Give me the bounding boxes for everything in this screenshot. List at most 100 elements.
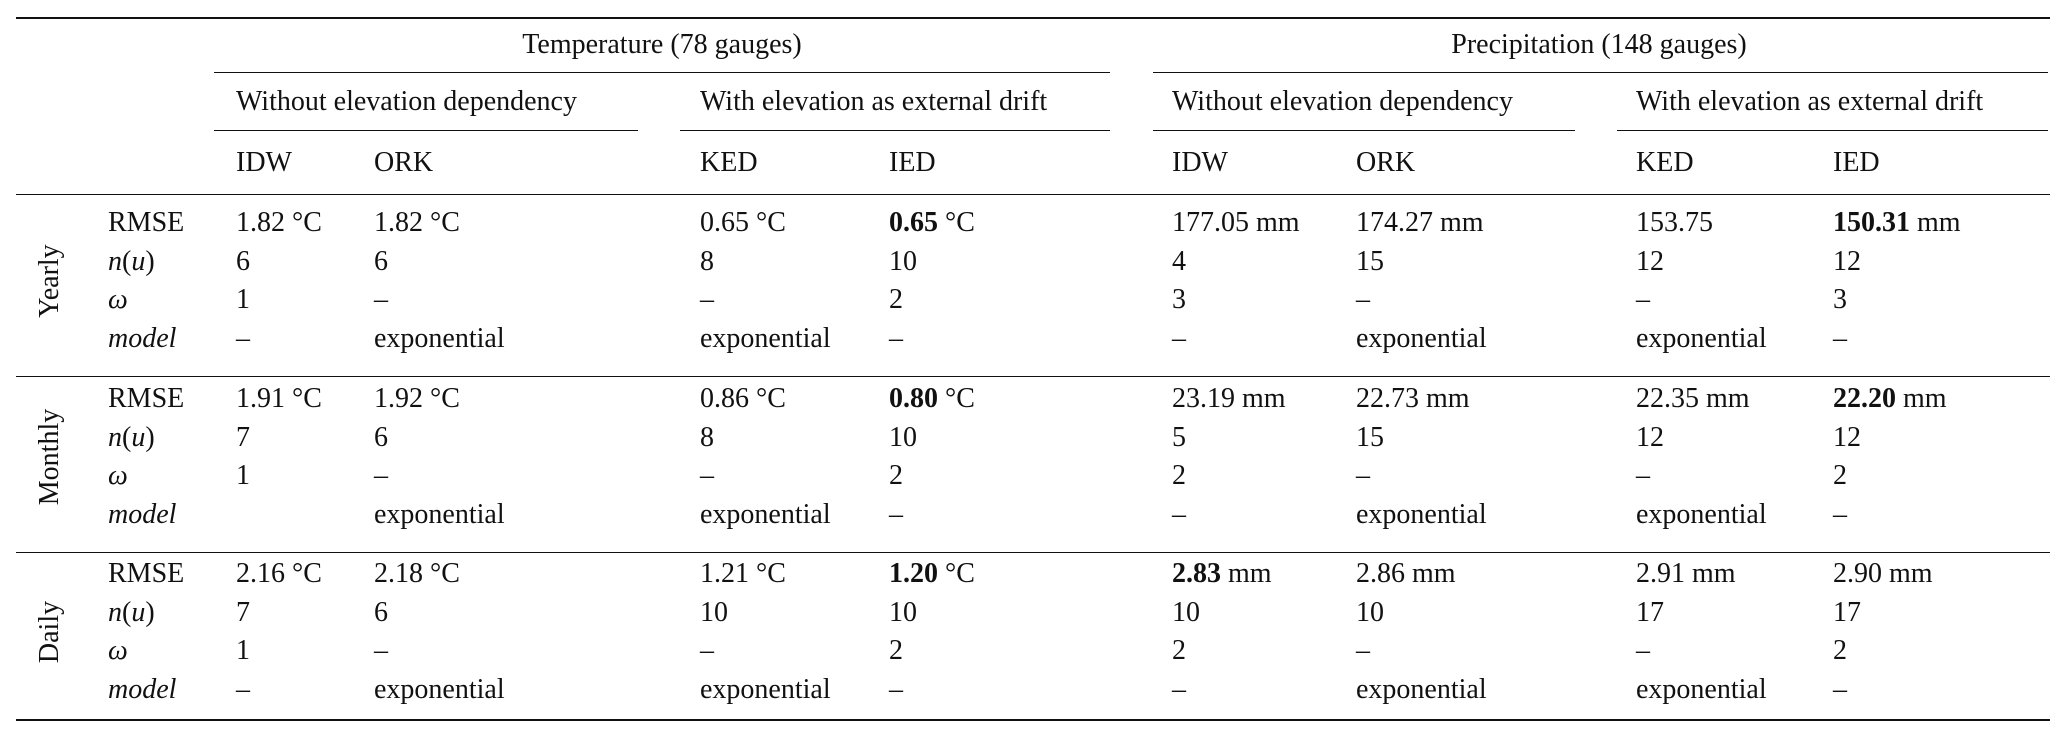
- cell-value: 2.16: [236, 558, 285, 589]
- cell-unit: °C: [423, 383, 460, 414]
- table-cell: exponential: [700, 673, 831, 707]
- table-cell: –: [1356, 459, 1370, 493]
- row-label: n(u): [108, 421, 155, 453]
- cell-value: 12: [1833, 245, 1861, 277]
- table-cell: exponential: [1356, 322, 1487, 356]
- cell-value: 10: [889, 596, 917, 628]
- group-header: Temperature (78 gauges): [522, 29, 802, 60]
- cell-value: exponential: [1356, 322, 1487, 354]
- table-cell: –: [374, 283, 388, 317]
- cell-value: 7: [236, 596, 250, 628]
- table-cell: 8: [700, 421, 714, 455]
- table-cell: 177.05 mm: [1172, 206, 1300, 240]
- cell-value: 6: [236, 245, 250, 277]
- table-cell: 1: [236, 459, 250, 493]
- table-cell: 2: [889, 283, 903, 317]
- cell-unit: mm: [1699, 383, 1750, 414]
- cell-unit: mm: [1685, 558, 1736, 589]
- cell-unit: °C: [285, 207, 322, 238]
- cell-value: exponential: [1636, 322, 1767, 354]
- table-cell: 15: [1356, 245, 1384, 279]
- table-cell: –: [889, 673, 903, 707]
- cell-value: 1.92: [374, 383, 423, 414]
- table-cell: 12: [1636, 421, 1664, 455]
- cell-value: 1.82: [374, 207, 423, 238]
- table-cell: 22.20 mm: [1833, 382, 1947, 416]
- table-cell: 0.86 °C: [700, 382, 786, 416]
- cell-value: exponential: [374, 673, 505, 705]
- block-separator-rule: [16, 376, 2050, 378]
- group-rule: [1153, 72, 2048, 74]
- cell-value: 2: [1833, 460, 1847, 491]
- cell-value: 1: [236, 460, 250, 491]
- table-cell: 10: [889, 421, 917, 455]
- cell-value: –: [236, 673, 250, 705]
- row-label: ω: [108, 284, 128, 315]
- cell-value: –: [1172, 498, 1186, 530]
- table-cell: exponential: [374, 498, 505, 532]
- cell-value: 2.86: [1356, 558, 1405, 589]
- table-cell: 2.18 °C: [374, 557, 460, 591]
- cell-unit: mm: [1433, 207, 1484, 238]
- cell-value: –: [1833, 498, 1847, 530]
- subgroup-rule: [214, 130, 638, 132]
- cell-unit: mm: [1249, 207, 1300, 238]
- table-cell: 2: [889, 459, 903, 493]
- cell-unit: mm: [1910, 207, 1961, 238]
- table-cell: –: [700, 634, 714, 668]
- table-cell: 10: [889, 245, 917, 279]
- cell-unit: mm: [1882, 558, 1933, 589]
- table-cell: 3: [1172, 283, 1186, 317]
- cell-value: 2: [889, 460, 903, 491]
- cell-value: 12: [1636, 245, 1664, 277]
- cell-value: 15: [1356, 421, 1384, 453]
- table-cell: 17: [1833, 596, 1861, 630]
- cell-value: –: [1833, 673, 1847, 705]
- cell-unit: °C: [938, 383, 975, 414]
- cell-value: –: [1356, 635, 1370, 666]
- cell-unit: °C: [285, 383, 322, 414]
- cell-unit: °C: [938, 558, 975, 589]
- table-cell: 6: [236, 245, 250, 279]
- cell-value: exponential: [1636, 673, 1767, 705]
- table-cell: –: [374, 459, 388, 493]
- table-cell: 153.75: [1636, 206, 1713, 240]
- cell-value: –: [1172, 322, 1186, 354]
- cell-value: 0.86: [700, 383, 749, 414]
- cell-value: –: [889, 322, 903, 354]
- row-label: n(u): [108, 596, 155, 628]
- cell-unit: °C: [423, 558, 460, 589]
- cell-value: exponential: [374, 498, 505, 530]
- cell-value: 2.83: [1172, 558, 1221, 589]
- table-cell: 6: [374, 421, 388, 455]
- bottom-rule: [16, 719, 2050, 721]
- table-cell: 8: [700, 245, 714, 279]
- cell-value: exponential: [1356, 673, 1487, 705]
- cell-value: 15: [1356, 245, 1384, 277]
- table-cell: –: [1636, 459, 1650, 493]
- cell-unit: °C: [749, 207, 786, 238]
- subgroup-header: With elevation as external drift: [700, 86, 1048, 117]
- table-cell: exponential: [374, 322, 505, 356]
- table-cell: 2: [1833, 634, 1847, 668]
- table-cell: 150.31 mm: [1833, 206, 1961, 240]
- cell-value: 174.27: [1356, 207, 1433, 238]
- table-cell: 2.83 mm: [1172, 557, 1272, 591]
- row-label: RMSE: [108, 207, 185, 238]
- subgroup-rule: [1153, 130, 1575, 132]
- table-cell: exponential: [1356, 673, 1487, 707]
- cell-value: 1: [236, 635, 250, 666]
- table-cell: –: [1833, 322, 1847, 356]
- cell-value: –: [1636, 635, 1650, 666]
- subgroup-header: With elevation as external drift: [1636, 86, 1984, 117]
- cell-value: 6: [374, 245, 388, 277]
- cell-value: exponential: [1356, 498, 1487, 530]
- table-cell: –: [1356, 283, 1370, 317]
- table-cell: 2.16 °C: [236, 557, 322, 591]
- row-label: model: [108, 322, 177, 354]
- cell-value: 2: [1833, 635, 1847, 666]
- cell-value: 22.35: [1636, 383, 1699, 414]
- cell-value: 150.31: [1833, 207, 1910, 238]
- table-cell: exponential: [374, 673, 505, 707]
- cell-value: –: [889, 498, 903, 530]
